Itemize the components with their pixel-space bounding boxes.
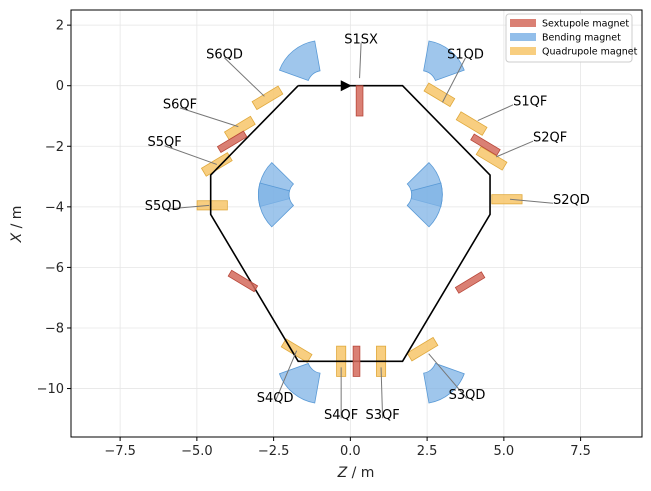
bending-magnet — [278, 40, 321, 82]
annotation-leader-line — [179, 107, 239, 128]
x-axis-var: Z — [337, 465, 348, 481]
annotation-leader-line — [428, 353, 468, 399]
y-axis-unit: / m — [9, 206, 25, 233]
annotation-label: S4QD — [257, 391, 294, 406]
bending-magnet — [278, 362, 321, 404]
bending-magnet — [257, 182, 295, 228]
plot-frame — [70, 9, 643, 438]
sextupole-magnet — [470, 133, 501, 157]
annotation-leader-line — [380, 367, 384, 419]
annotation-label: S4QF — [324, 408, 358, 423]
legend-label-sextupole: Sextupole magnet — [542, 19, 629, 30]
y-tick-label: −6 — [45, 261, 64, 276]
quadrupole-magnet — [491, 194, 523, 205]
quadrupole-magnet — [251, 85, 284, 111]
sextupole-magnet — [216, 130, 248, 153]
y-tick-label: −8 — [45, 321, 64, 336]
quadrupole-magnet — [475, 146, 508, 171]
annotation-label: S5QF — [148, 135, 182, 150]
annotation-leader-line — [274, 350, 298, 402]
sextupole-magnet — [355, 85, 364, 117]
annotation-label: S2QD — [553, 193, 590, 208]
plot-elements: S1SX S1QD S1QF S2QF S2QD S3QD S3QF S4QF S4QD S5QD… — [145, 32, 590, 423]
annotation-leader-line — [164, 145, 217, 165]
axis-ticks: −7.5 −5.0 −2.5 0.0 2.5 5.0 7.5 2 0 −2 −4 −6 −8 −10 — [37, 19, 591, 459]
annotation-leader-line — [495, 140, 534, 158]
annotation-label: S6QD — [206, 47, 243, 62]
quadrupole-magnet — [196, 200, 228, 211]
legend-label-bending: Bending magnet — [542, 33, 621, 44]
annotation-label: S6QF — [163, 97, 197, 112]
bending-magnet — [406, 182, 443, 228]
bending-magnet — [423, 40, 465, 82]
sextupole-magnet — [227, 269, 259, 293]
annotation-label: S3QF — [365, 408, 399, 423]
sextupole-magnet — [352, 345, 361, 377]
y-axis-label: X / m — [9, 206, 25, 244]
annotation-leader-line — [442, 57, 466, 103]
annotation-leader-line — [509, 198, 554, 204]
x-tick-label: 2.5 — [417, 444, 438, 459]
legend-box — [505, 13, 633, 63]
bending-magnet — [423, 362, 465, 404]
annotation-label: S1QD — [447, 47, 484, 62]
annotation-label: S5QD — [145, 199, 182, 214]
x-tick-label: −7.5 — [104, 444, 136, 459]
quadrupole-magnet — [455, 111, 488, 136]
x-tick-label: 7.5 — [570, 444, 591, 459]
annotation-label: S2QF — [533, 131, 567, 146]
y-tick-label: 0 — [56, 79, 64, 94]
annotation-leader-line — [477, 104, 514, 121]
y-tick-label: −10 — [37, 382, 64, 397]
quadrupole-magnet — [406, 336, 439, 362]
annotation-leader-line — [359, 42, 362, 79]
legend-label-quadrupole: Quadrupole magnet — [542, 47, 638, 58]
orbit-direction-arrow — [340, 80, 352, 92]
annotation-leader-line — [163, 204, 210, 210]
y-tick-label: 2 — [56, 19, 64, 34]
annotation-leader-line — [224, 57, 265, 97]
x-tick-label: −5.0 — [181, 444, 213, 459]
sextupole-magnet — [454, 271, 486, 294]
legend-swatch-bending — [510, 33, 536, 41]
legend-swatch-quadrupole — [510, 47, 536, 55]
x-tick-label: −2.5 — [258, 444, 290, 459]
beam-orbit — [209, 84, 491, 363]
y-tick-label: −2 — [45, 140, 64, 155]
legend: Sextupole magnet Bending magnet Quadrupole… — [505, 13, 638, 63]
x-tick-label: 5.0 — [494, 444, 515, 459]
annotation-label: S3QD — [449, 388, 486, 403]
x-tick-label: 0.0 — [340, 444, 361, 459]
quadrupole-magnet — [423, 82, 456, 108]
legend-swatch-sextupole — [510, 19, 536, 27]
y-axis-var: X — [9, 232, 25, 243]
y-tick-label: −4 — [45, 200, 64, 215]
annotation-label: S1QF — [513, 94, 547, 109]
x-axis-label: Z / m — [337, 465, 375, 481]
x-axis-unit: / m — [347, 465, 374, 481]
annotation-label: S1SX — [344, 32, 378, 47]
